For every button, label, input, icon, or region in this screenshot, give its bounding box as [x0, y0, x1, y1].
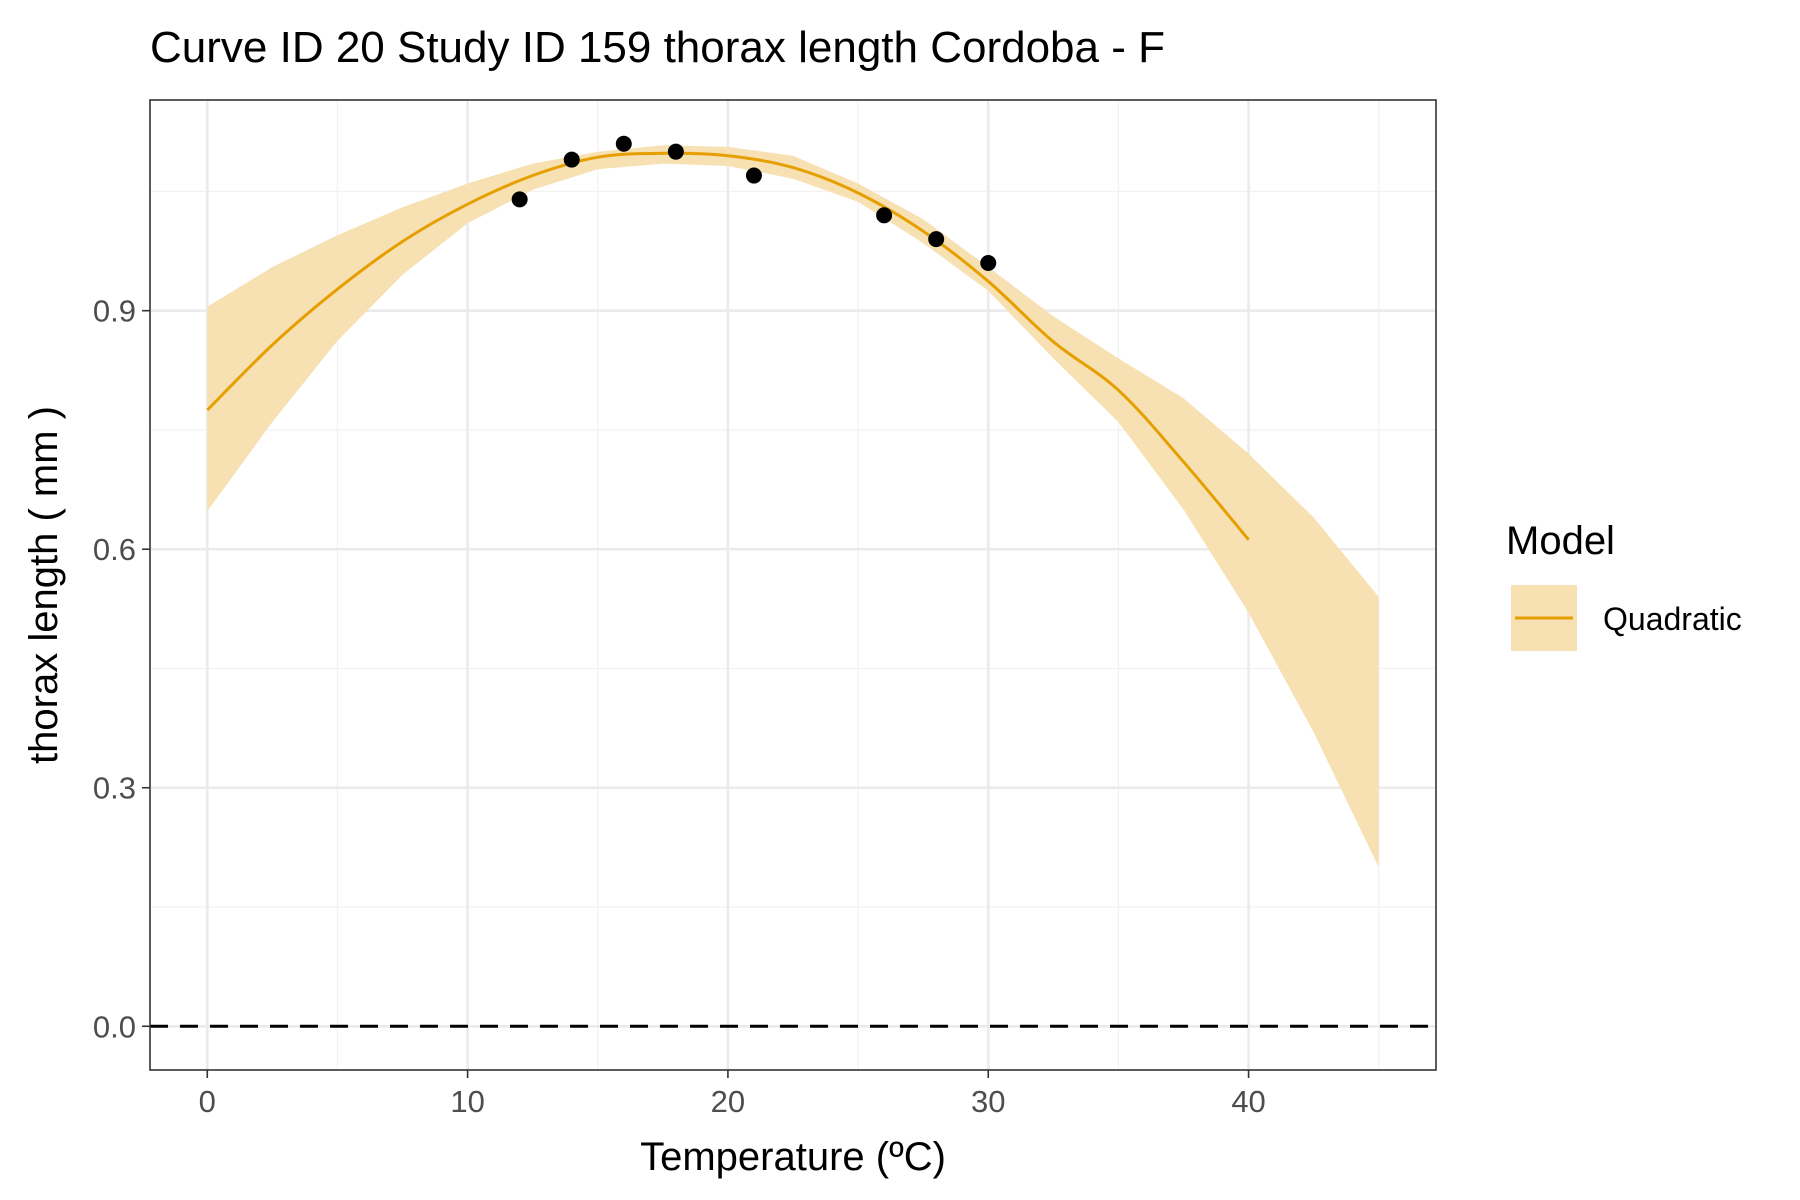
- x-tick-label: 0: [199, 1084, 216, 1119]
- y-tick-label: 0.3: [93, 771, 136, 806]
- x-axis-label: Temperature (ºC): [640, 1135, 946, 1179]
- data-point: [980, 254, 997, 271]
- x-tick-label: 20: [711, 1084, 745, 1119]
- x-tick-label: 30: [971, 1084, 1005, 1119]
- legend-label-quadratic: Quadratic: [1603, 601, 1742, 637]
- legend: Model Quadratic: [1506, 519, 1742, 651]
- data-point: [511, 191, 528, 208]
- y-axis-ticks: 0.0 0.3 0.6 0.9: [93, 294, 150, 1044]
- chart-title: Curve ID 20 Study ID 159 thorax length C…: [150, 23, 1165, 72]
- data-point: [745, 167, 762, 184]
- legend-title: Model: [1506, 519, 1615, 563]
- x-axis-ticks: 0 10 20 30 40: [199, 1070, 1266, 1119]
- grid-minor: [150, 100, 1436, 1070]
- y-axis-label: thorax length ( mm ): [22, 406, 66, 764]
- data-point: [615, 135, 632, 152]
- data-point: [667, 143, 684, 160]
- x-tick-label: 40: [1231, 1084, 1265, 1119]
- model-line-layer: [206, 151, 1250, 541]
- y-tick-label: 0.0: [93, 1009, 136, 1044]
- y-tick-label: 0.9: [93, 294, 136, 329]
- panel-border: [149, 99, 1437, 1071]
- x-tick-label: 10: [450, 1084, 484, 1119]
- data-point: [928, 231, 945, 248]
- data-points-layer: [511, 135, 997, 271]
- data-point: [876, 207, 893, 224]
- series-line-quadratic: [206, 151, 1250, 541]
- data-point: [563, 151, 580, 168]
- y-tick-label: 0.6: [93, 532, 136, 567]
